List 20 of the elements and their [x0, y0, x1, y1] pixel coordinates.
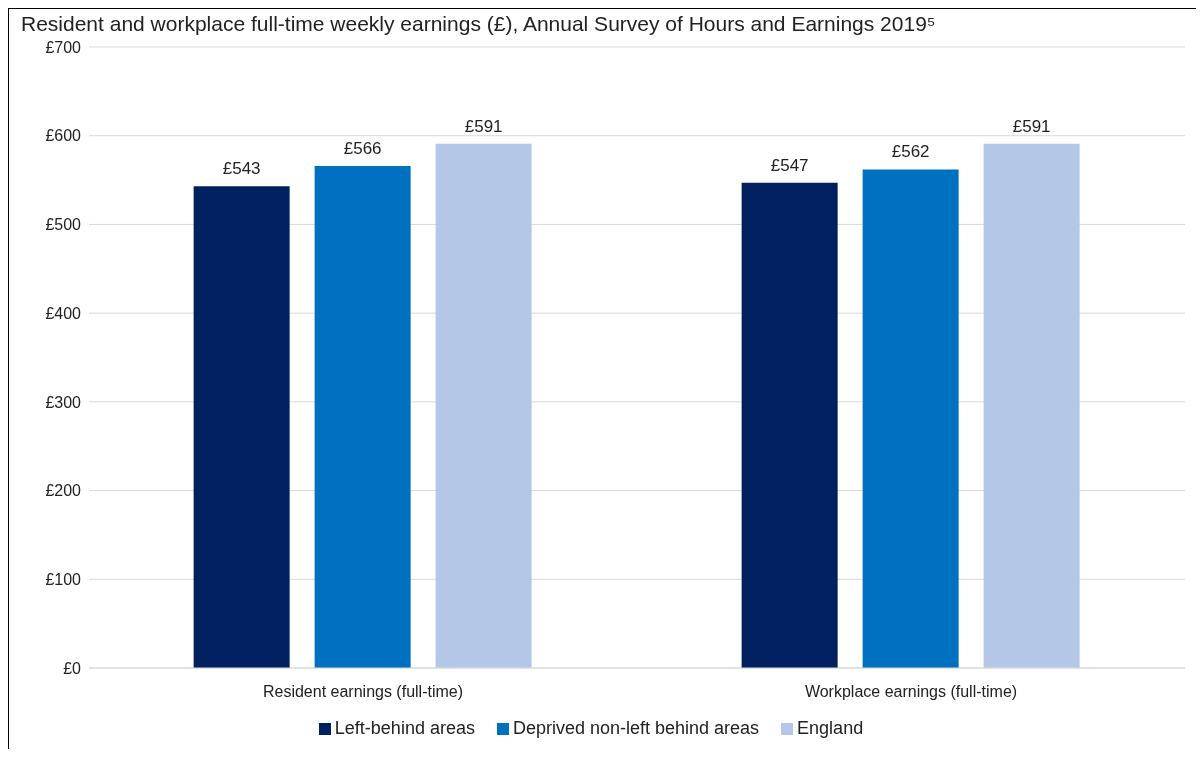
- y-tick-label: £600: [45, 127, 82, 145]
- legend-label: Deprived non-left behind areas: [512, 718, 760, 738]
- y-tick-label: £200: [45, 482, 82, 500]
- x-tick-label: Workplace earnings (full-time): [804, 683, 1018, 701]
- y-tick-label: £100: [45, 570, 82, 588]
- data-label: £591: [464, 116, 503, 136]
- y-tick-label: £300: [45, 393, 82, 411]
- y-tick-label: £500: [45, 216, 82, 234]
- data-label: £543: [222, 159, 261, 179]
- y-tick-label: £400: [45, 304, 82, 322]
- chart-title: Resident and workplace full-time weekly earnings (£), Annual Survey of Hours and Earnings 2019⁵: [20, 11, 937, 37]
- x-tick-label: Resident earnings (full-time): [262, 683, 464, 701]
- data-label: £591: [1012, 116, 1051, 136]
- data-label: £562: [891, 142, 930, 162]
- y-tick-label: £700: [45, 38, 82, 56]
- legend-label: Left-behind areas: [334, 718, 475, 738]
- data-label: £547: [770, 155, 809, 175]
- legend-label: England: [797, 718, 864, 738]
- data-label: £566: [343, 138, 382, 158]
- y-tick-label: £0: [63, 659, 82, 677]
